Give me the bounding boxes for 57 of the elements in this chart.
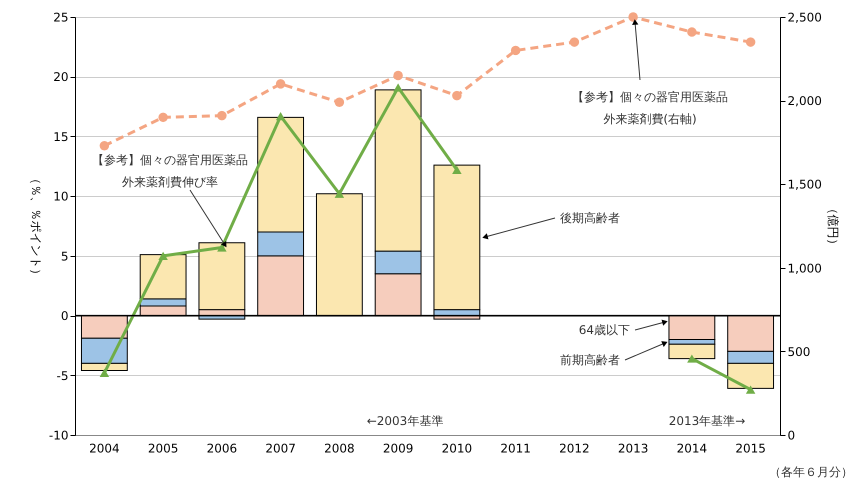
text: 【参考】個々の器官用医薬品外来薬剤費(右軸) (572, 90, 728, 126)
y2-axis-title: （億円） (826, 202, 840, 250)
x-tick-label: 2011 (500, 442, 531, 456)
text: （各年６月分） (769, 465, 853, 479)
y-tick-label: 20 (53, 70, 68, 84)
annotation: 2013年基準→ (668, 414, 746, 428)
point (217, 243, 227, 252)
point (393, 70, 403, 80)
text: 後期高齢者 (560, 211, 620, 225)
y-axis-title: （％、％ポイント） (28, 172, 43, 280)
point (217, 110, 227, 120)
text: 64歳以下 (578, 323, 630, 337)
y-tick-label: 10 (53, 190, 68, 204)
y-tick-label: 15 (53, 130, 68, 144)
point (276, 79, 286, 89)
x-tick-label: 2014 (676, 442, 708, 456)
point (628, 12, 638, 22)
y-tick-label: -5 (56, 368, 68, 383)
x-tick-label: 2007 (265, 442, 296, 456)
y2-tick-label: 0 (788, 428, 796, 442)
x-tick-label: 2005 (148, 442, 178, 456)
y2-tick-label: 1,500 (788, 178, 822, 192)
x-tick-label: 2006 (206, 442, 238, 456)
x-tick-label: 2009 (382, 442, 414, 456)
x-tick-label: 2015 (735, 442, 766, 456)
text: 前期高齢者 (560, 353, 620, 367)
point (393, 83, 403, 92)
point (687, 354, 697, 363)
y-tick-label: -10 (48, 428, 68, 442)
point (158, 252, 168, 260)
x-tick-label: 2008 (324, 442, 355, 456)
series-label: 【参考】個々の器官用医薬品外来薬剤費伸び率 (92, 153, 248, 189)
y2-tick-label: 2,000 (788, 94, 822, 108)
point (452, 90, 462, 100)
y-tick-label: 25 (53, 10, 68, 24)
point (334, 98, 344, 108)
x-tick-label: 2012 (559, 442, 590, 456)
point (276, 112, 286, 120)
y-tick-label: 5 (60, 249, 68, 264)
y2-tick-label: 500 (788, 344, 810, 359)
point (510, 46, 520, 56)
point (158, 112, 168, 122)
point (687, 27, 697, 37)
point (100, 368, 110, 378)
annotation: ←2003年基準 (366, 414, 444, 428)
x-tick-label: 2013 (618, 442, 648, 456)
y2-tick-label: 2,500 (788, 10, 822, 24)
point (100, 141, 110, 150)
point (334, 190, 344, 198)
point (746, 37, 756, 47)
x-tick-label: 2010 (442, 442, 472, 456)
point (746, 386, 756, 394)
y-tick-label: 0 (60, 309, 68, 324)
x-tick-label: 2004 (89, 442, 120, 456)
y2-tick-label: 1,000 (788, 261, 822, 276)
point (570, 37, 580, 47)
point (452, 166, 462, 174)
